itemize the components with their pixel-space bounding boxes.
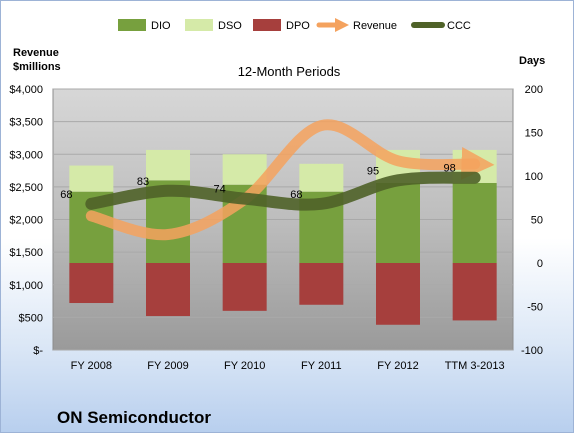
legend-label-revenue: Revenue [353, 20, 397, 32]
ccc-data-label: 68 [60, 189, 72, 201]
bar-dso [299, 163, 344, 192]
y-right-tick-label: 100 [525, 171, 543, 183]
ccc-line [85, 171, 481, 211]
x-tick-label: FY 2008 [71, 360, 112, 372]
bar-dso [69, 165, 114, 192]
y-left-tick-label: $500 [19, 312, 43, 324]
ccc-data-label: 74 [214, 184, 226, 196]
x-tick-label: FY 2009 [147, 360, 188, 372]
y-left-label-line2: $millions [13, 61, 61, 73]
y-left-tick-label: $- [33, 345, 43, 357]
bar-dpo [299, 263, 344, 305]
legend-label-dso: DSO [218, 20, 242, 32]
y-left-tick-label: $1,000 [9, 280, 43, 292]
y-right-tick-labels: 200 150 100 50 0 -50 -100 [521, 84, 543, 357]
y-right-label: Days [519, 55, 545, 67]
legend: DIO DSO DPO Revenue CCC [118, 18, 471, 32]
legend-label-dio: DIO [151, 20, 171, 32]
ccc-data-labels: 68 83 74 68 95 98 [60, 163, 456, 201]
y-right-tick-label: 200 [525, 84, 543, 96]
y-left-label-line1: Revenue [13, 47, 59, 59]
bar-dpo [146, 263, 190, 317]
y-left-tick-label: $2,000 [9, 215, 43, 227]
ccc-data-label: 83 [137, 176, 149, 188]
legend-label-dpo: DPO [286, 20, 310, 32]
legend-swatch-dpo [253, 19, 281, 31]
y-left-tick-labels: $4,000 $3,500 $3,000 $2,500 $2,000 $1,500 $1,0… [9, 84, 43, 357]
y-left-tick-label: $3,500 [9, 117, 43, 129]
ccc-data-label: 98 [444, 163, 456, 175]
y-right-tick-label: -50 [527, 302, 543, 314]
bar-dpo [376, 263, 420, 325]
y-left-tick-label: $3,000 [9, 149, 43, 161]
bar-dio [376, 182, 420, 263]
legend-swatch-revenue [316, 18, 349, 32]
y-right-tick-label: -100 [521, 345, 543, 357]
ccc-data-label: 95 [367, 165, 379, 177]
x-tick-label: FY 2012 [377, 360, 418, 372]
bar-dpo [222, 263, 267, 311]
y-right-tick-label: 150 [525, 128, 543, 140]
y-left-tick-label: $1,500 [9, 247, 43, 259]
legend-swatch-dio [118, 19, 146, 31]
x-tick-labels: FY 2008 FY 2009 FY 2010 FY 2011 FY 2012 TTM 3… [71, 360, 505, 372]
chart-title: 12-Month Periods [238, 64, 341, 79]
x-tick-label: FY 2010 [224, 360, 265, 372]
company-name: ON Semiconductor [57, 408, 211, 427]
y-right-tick-label: 50 [531, 215, 543, 227]
gridlines [53, 88, 513, 351]
legend-swatch-dso [185, 19, 213, 31]
revenue-line [85, 119, 495, 241]
y-left-tick-label: $4,000 [9, 84, 43, 96]
y-left-tick-label: $2,500 [9, 182, 43, 194]
x-tick-label: FY 2011 [301, 360, 342, 372]
bar-dio [452, 182, 497, 263]
bar-dpo [452, 263, 497, 321]
bar-dso [146, 149, 190, 181]
x-tick-label: TTM 3-2013 [445, 360, 505, 372]
ccc-data-label: 68 [290, 189, 302, 201]
y-right-tick-label: 0 [537, 258, 543, 270]
legend-label-ccc: CCC [447, 20, 471, 32]
bar-dpo [69, 263, 114, 304]
series-lines [85, 119, 495, 241]
